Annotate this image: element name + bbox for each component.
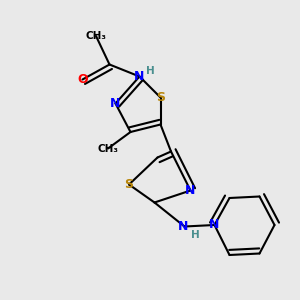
Text: N: N xyxy=(134,70,145,83)
Text: N: N xyxy=(185,184,196,197)
Text: H: H xyxy=(146,66,154,76)
Text: O: O xyxy=(77,73,88,86)
Text: H: H xyxy=(190,230,200,240)
Text: S: S xyxy=(156,91,165,104)
Text: CH₃: CH₃ xyxy=(85,31,106,41)
Text: N: N xyxy=(178,220,188,233)
Text: S: S xyxy=(124,178,134,191)
Text: N: N xyxy=(209,218,220,232)
Text: CH₃: CH₃ xyxy=(98,143,118,154)
Text: N: N xyxy=(110,97,121,110)
